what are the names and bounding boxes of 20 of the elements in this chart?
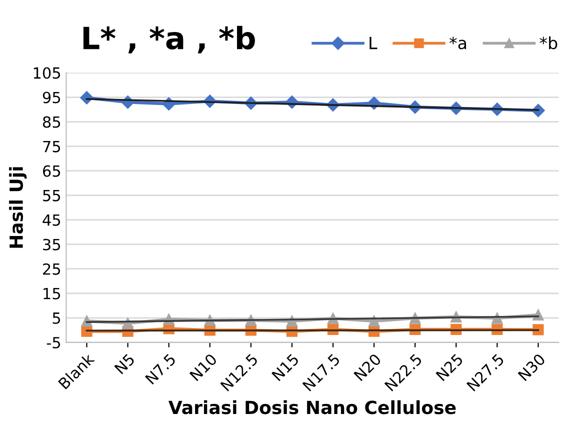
y-tick-label: 5: [52, 312, 60, 324]
y-tick-label: 55: [43, 190, 60, 202]
x-axis-title: Variasi Dosis Nano Cellulose: [168, 400, 456, 414]
legend-label: *b: [540, 36, 558, 50]
legend-label: *a: [449, 36, 466, 50]
y-tick-label: 15: [44, 288, 60, 300]
y-tick-label: 75: [43, 140, 60, 152]
y-tick-label: 85: [42, 116, 60, 128]
y-tick-label: 35: [43, 238, 60, 250]
y-axis-title: Hasil Uji: [9, 167, 27, 248]
point: [368, 316, 380, 327]
y-tick-label: 95: [42, 92, 60, 104]
y-tick-label: 45: [42, 214, 60, 226]
y-tick-label: 25: [43, 263, 60, 275]
x-tick-label: N5: [114, 353, 136, 374]
y-tick-label: 105: [34, 67, 60, 79]
y-tick-label: -5: [46, 337, 60, 348]
legend-label: L: [370, 36, 378, 50]
y-tick-label: 65: [43, 165, 60, 177]
chart-title: L* , *a , *b: [83, 26, 255, 54]
